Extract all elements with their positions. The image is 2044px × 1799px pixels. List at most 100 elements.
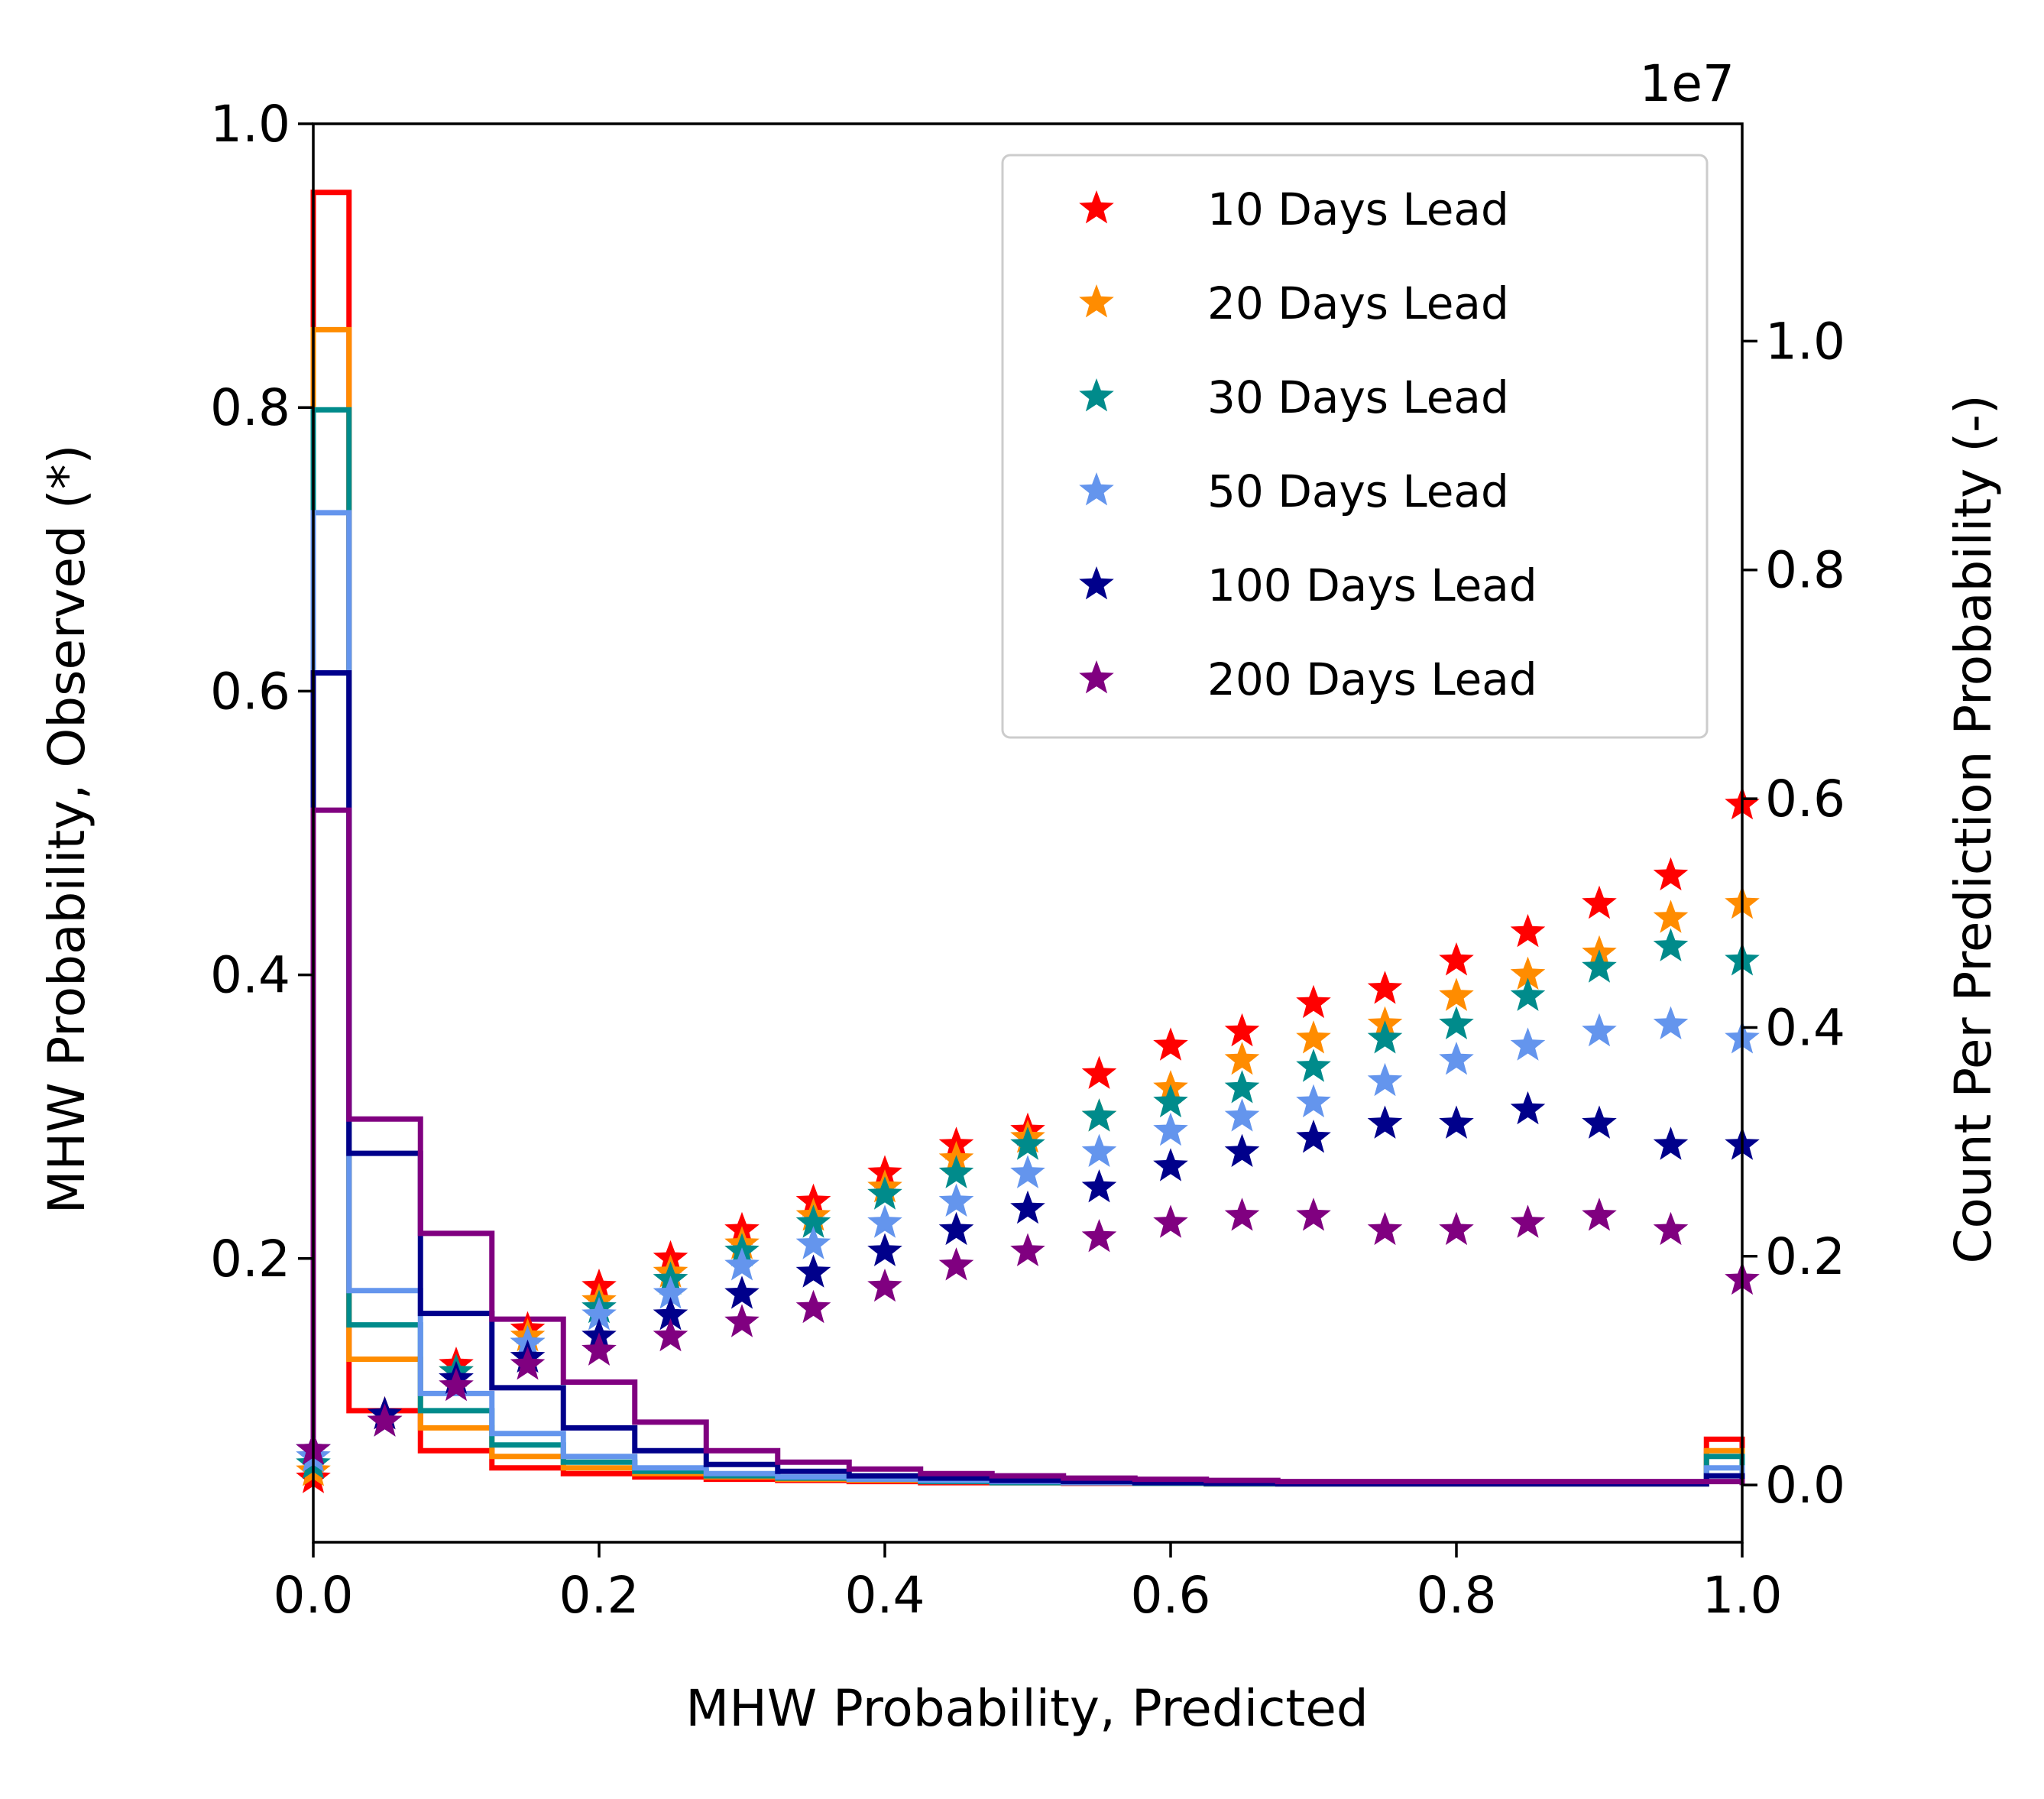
point-200-days-lead [439, 1367, 474, 1402]
point-100-days-lead [1510, 1091, 1546, 1125]
x-tick-label: 0.0 [274, 1566, 354, 1625]
legend-marker [1079, 660, 1114, 694]
y-left-tick-label: 0.6 [210, 662, 290, 721]
plot-frame [312, 122, 1744, 1544]
point-50-days-lead [1510, 1027, 1546, 1061]
point-50-days-lead [1367, 1062, 1403, 1097]
point-100-days-lead [1582, 1105, 1617, 1139]
point-30-days-lead [867, 1176, 902, 1210]
point-200-days-lead [1653, 1211, 1689, 1246]
point-30-days-lead [1653, 928, 1689, 961]
point-30-days-lead [1153, 1084, 1188, 1118]
point-200-days-lead [1439, 1211, 1474, 1246]
x-tick-label: 0.4 [845, 1566, 925, 1625]
point-20-days-lead [1510, 956, 1546, 990]
point-30-days-lead [1367, 1020, 1403, 1054]
point-200-days-lead [581, 1332, 617, 1366]
point-200-days-lead [1510, 1204, 1546, 1238]
x-tick-label: 1.0 [1702, 1566, 1783, 1625]
y-axis-label-right: Count Per Prediction Probability (-) [1944, 394, 2003, 1263]
point-20-days-lead [1653, 900, 1689, 933]
legend-label: 30 Days Lead [1207, 371, 1509, 423]
legend-label: 100 Days Lead [1207, 559, 1537, 611]
point-200-days-lead [1582, 1198, 1617, 1231]
y-right-tick-label: 0.4 [1765, 998, 1845, 1057]
point-200-days-lead [1296, 1198, 1331, 1231]
point-100-days-lead [1224, 1133, 1260, 1167]
point-50-days-lead [653, 1276, 688, 1309]
point-200-days-lead [867, 1268, 902, 1302]
point-10-days-lead [1081, 1055, 1117, 1089]
point-50-days-lead [1296, 1084, 1331, 1118]
legend-label: 200 Days Lead [1207, 653, 1537, 705]
point-200-days-lead [653, 1318, 688, 1352]
point-50-days-lead [724, 1247, 760, 1281]
point-100-days-lead [1653, 1126, 1689, 1160]
point-50-days-lead [795, 1226, 831, 1259]
y-left-tick-label: 0.2 [210, 1230, 290, 1288]
point-50-days-lead [1153, 1112, 1188, 1146]
point-50-days-lead [1010, 1155, 1045, 1188]
legend-label: 10 Days Lead [1207, 183, 1509, 235]
point-200-days-lead [1367, 1211, 1403, 1246]
x-tick-label: 0.8 [1417, 1566, 1497, 1625]
legend-items: 10 Days Lead 20 Days Lead 30 Days Lead 50 D… [1079, 183, 1537, 705]
point-30-days-lead [1296, 1049, 1331, 1082]
point-30-days-lead [938, 1155, 974, 1188]
point-100-days-lead [724, 1276, 760, 1309]
legend-marker [1079, 472, 1114, 506]
y-right-tick-label: 0.8 [1765, 541, 1845, 600]
point-200-days-lead [367, 1403, 403, 1437]
point-50-days-lead [1081, 1133, 1117, 1167]
y-right-tick-label: 0.2 [1765, 1227, 1845, 1286]
x-axis-label: MHW Probability, Predicted [685, 1679, 1368, 1738]
y-right-tick-label: 1.0 [1765, 312, 1845, 371]
x-tick-label: 0.6 [1131, 1566, 1211, 1625]
right-axis-offset-text: 1e7 [1639, 54, 1735, 113]
point-20-days-lead [1439, 977, 1474, 1011]
point-100-days-lead [1010, 1190, 1045, 1224]
point-200-days-lead [724, 1304, 760, 1337]
point-200-days-lead [1224, 1198, 1260, 1231]
x-tick-label: 0.2 [559, 1566, 640, 1625]
point-50-days-lead [938, 1183, 974, 1217]
point-200-days-lead [1010, 1233, 1045, 1266]
point-20-days-lead [1224, 1042, 1260, 1075]
legend-marker [1079, 378, 1114, 412]
point-10-days-lead [1224, 1013, 1260, 1047]
y-left-tick-label: 0.4 [210, 946, 290, 1005]
point-30-days-lead [1582, 949, 1617, 983]
point-50-days-lead [1582, 1013, 1617, 1047]
point-30-days-lead [795, 1204, 831, 1238]
point-20-days-lead [1296, 1020, 1331, 1054]
point-50-days-lead [581, 1297, 617, 1331]
point-100-days-lead [795, 1254, 831, 1288]
point-100-days-lead [1081, 1169, 1117, 1203]
legend-label: 20 Days Lead [1207, 277, 1509, 329]
point-30-days-lead [1439, 1006, 1474, 1039]
y-left-tick-label: 1.0 [210, 95, 290, 154]
y-left-tick-label: 0.8 [210, 378, 290, 437]
legend-marker [1079, 284, 1114, 318]
point-200-days-lead [938, 1247, 974, 1281]
point-100-days-lead [1153, 1148, 1188, 1182]
histogram-200-days-lead [310, 807, 1745, 1486]
point-100-days-lead [867, 1233, 902, 1266]
legend-box [1001, 154, 1709, 739]
point-30-days-lead [1010, 1126, 1045, 1160]
legend: 10 Days Lead 20 Days Lead 30 Days Lead 50 D… [1001, 154, 1709, 739]
tick-layer: 0.0 0.2 0.4 0.6 0.8 1.0 0.2 0.4 0.6 0.8 1.0 0.0 0.2 0… [210, 95, 1845, 1625]
point-200-days-lead [1153, 1204, 1188, 1238]
point-10-days-lead [1582, 885, 1617, 919]
legend-marker [1079, 190, 1114, 224]
point-100-days-lead [1439, 1105, 1474, 1139]
point-10-days-lead [1153, 1027, 1188, 1061]
point-200-days-lead [510, 1347, 546, 1380]
point-10-days-lead [1367, 971, 1403, 1004]
point-30-days-lead [1081, 1098, 1117, 1132]
point-10-days-lead [1510, 913, 1546, 948]
point-50-days-lead [1439, 1042, 1474, 1075]
legend-label: 50 Days Lead [1207, 465, 1509, 517]
point-100-days-lead [1296, 1120, 1331, 1153]
